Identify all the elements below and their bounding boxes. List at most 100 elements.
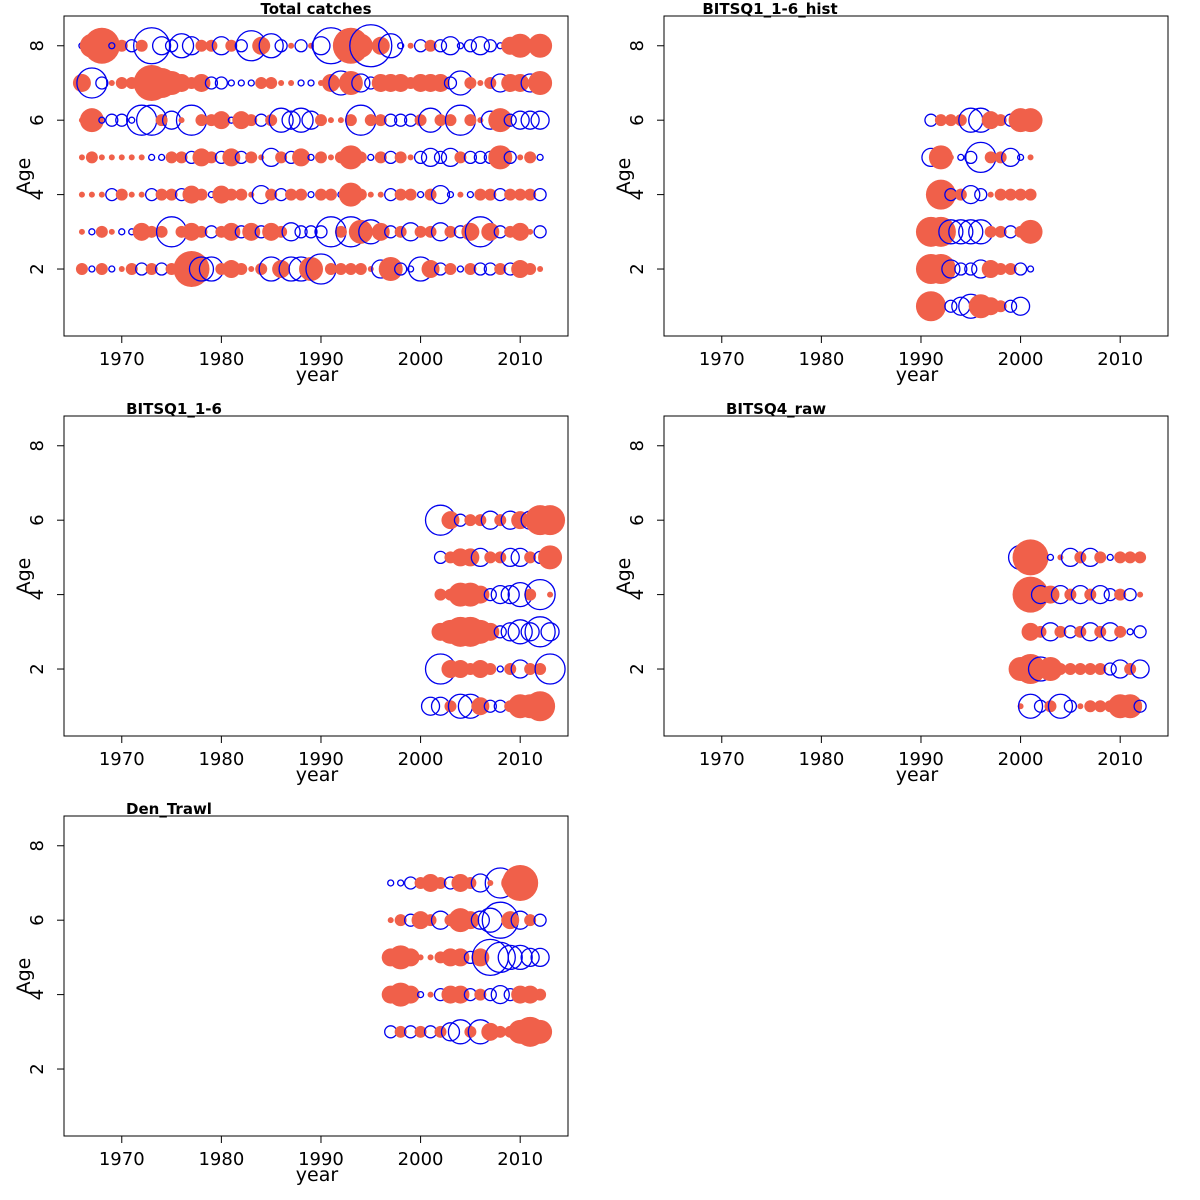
bubble-positive — [424, 188, 437, 201]
bubble-positive — [1084, 700, 1097, 713]
bubble-positive — [255, 263, 268, 276]
bubble-positive — [138, 191, 145, 198]
bubble-positive — [925, 216, 956, 247]
bubble-positive — [394, 225, 407, 238]
bubble-positive — [321, 73, 340, 92]
bubble-positive — [424, 914, 437, 927]
bubble-positive — [981, 297, 1000, 316]
bubble-negative — [500, 584, 520, 605]
bubble-positive — [1094, 625, 1107, 638]
bubble-positive — [314, 188, 327, 201]
bubble-negative — [1133, 699, 1147, 713]
bubble-positive — [441, 511, 460, 530]
bubble-positive — [265, 76, 278, 89]
bubble-positive — [387, 917, 394, 924]
bubble-positive — [481, 622, 500, 641]
bubble-positive — [95, 225, 108, 238]
bubble-positive — [1114, 625, 1127, 638]
bubble-negative — [108, 265, 116, 273]
bubble-positive — [288, 79, 295, 86]
bubble-positive — [222, 148, 241, 167]
bubble-positive — [431, 73, 450, 92]
y-tick-label: 2 — [27, 1063, 48, 1074]
y-axis-label: Age — [613, 558, 635, 595]
bubble-positive — [401, 985, 420, 1004]
bubble-positive — [115, 188, 128, 201]
bubble-positive — [484, 188, 497, 201]
bubble-negative — [536, 153, 544, 162]
bubble-positive — [1014, 188, 1027, 201]
bubble-positive — [954, 114, 967, 127]
bubble-negative — [1013, 262, 1028, 276]
bubble-positive — [494, 1025, 507, 1038]
bubble-positive — [1118, 694, 1143, 719]
x-tick-label: 1980 — [798, 749, 844, 770]
bubble-positive — [487, 879, 494, 886]
panel-title: BITSQ4_raw — [726, 400, 826, 418]
bubble-positive — [947, 154, 954, 161]
bubble-negative — [406, 265, 415, 273]
bubble-negative — [281, 222, 301, 242]
bubble-negative — [463, 150, 478, 165]
bubble-negative — [416, 990, 425, 999]
bubble-negative — [941, 259, 961, 279]
bubble-negative — [234, 39, 248, 53]
bubble-positive — [275, 225, 288, 238]
bubble-negative — [1130, 659, 1150, 679]
plot-frame — [63, 15, 569, 337]
bubble-positive — [504, 663, 517, 676]
bubble-negative — [98, 116, 106, 124]
bubble-positive — [444, 263, 457, 276]
bubble-positive — [354, 188, 367, 201]
bubble-positive — [371, 222, 390, 241]
bubble-positive — [1084, 588, 1097, 601]
x-tick-label: 1990 — [298, 349, 344, 370]
bubble-positive — [527, 228, 534, 235]
bubble-positive — [128, 154, 135, 161]
bubble-positive — [494, 551, 507, 564]
bubble-negative — [247, 79, 255, 87]
bubble-positive — [981, 111, 1000, 130]
bubble-positive — [1024, 188, 1037, 201]
bubble-positive — [195, 39, 208, 52]
bubble-positive — [1124, 551, 1137, 564]
bubble-positive — [173, 251, 210, 288]
bubble-positive — [165, 151, 178, 164]
bubble-positive — [534, 663, 547, 676]
bubble-positive — [225, 188, 238, 201]
panel-5: Den_Trawl 1970 1980 1990 2000 2010 year 2 4 6 8 Age — [13, 800, 569, 1186]
bubble-negative — [493, 625, 507, 639]
bubble-positive — [1038, 657, 1063, 682]
bubble-layer — [420, 504, 566, 722]
bubble-positive — [414, 225, 427, 238]
bubble-negative — [507, 944, 533, 971]
bubble-positive — [1094, 663, 1107, 676]
bubble-negative — [349, 24, 393, 68]
bubble-positive — [994, 300, 1007, 313]
bubble-positive — [502, 864, 539, 901]
bubble-negative — [520, 622, 540, 642]
bubble-positive — [494, 263, 507, 276]
bubble-negative — [258, 33, 284, 59]
y-tick-label: 8 — [27, 440, 48, 451]
bubble-positive — [954, 188, 967, 201]
bubble-positive — [192, 148, 211, 167]
bubble-positive — [344, 114, 357, 127]
bubble-positive — [1057, 554, 1064, 561]
bubble-negative — [367, 153, 375, 162]
x-tick-label: 1980 — [198, 349, 244, 370]
bubble-positive — [464, 114, 477, 127]
y-axis-label: Age — [613, 158, 635, 195]
bubble-positive — [1041, 585, 1060, 604]
bubble-positive — [354, 151, 367, 164]
y-tick-label: 6 — [627, 514, 648, 525]
x-tick-label: 1970 — [699, 349, 745, 370]
bubble-positive — [488, 145, 513, 170]
bubble-positive — [1074, 551, 1087, 564]
y-tick-label: 4 — [27, 589, 48, 600]
bubble-positive — [481, 1022, 500, 1041]
plot-frame — [663, 415, 1169, 737]
bubble-positive — [155, 188, 168, 201]
bubble-negative — [1133, 625, 1147, 639]
